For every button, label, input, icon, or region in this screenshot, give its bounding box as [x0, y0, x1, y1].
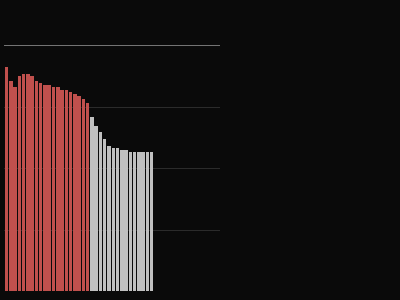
Bar — [69, 92, 72, 291]
Bar — [35, 81, 38, 291]
Bar — [129, 152, 132, 291]
Bar — [103, 139, 106, 291]
Bar — [9, 81, 12, 291]
Bar — [77, 96, 81, 291]
Bar — [82, 99, 85, 291]
Bar — [22, 74, 25, 291]
Bar — [52, 88, 55, 291]
Bar — [107, 146, 111, 291]
Bar — [30, 76, 34, 291]
Bar — [99, 132, 102, 291]
Bar — [116, 148, 119, 291]
Bar — [5, 68, 8, 291]
Bar — [150, 152, 154, 291]
Bar — [133, 152, 136, 291]
Bar — [94, 125, 98, 291]
Bar — [146, 152, 149, 291]
Bar — [13, 88, 17, 291]
Bar — [112, 148, 115, 291]
Bar — [86, 103, 90, 291]
Bar — [48, 85, 51, 291]
Bar — [142, 152, 145, 291]
Bar — [90, 117, 94, 291]
Bar — [120, 150, 124, 291]
Bar — [64, 90, 68, 291]
Bar — [26, 74, 30, 291]
Bar — [124, 150, 128, 291]
Bar — [56, 88, 60, 291]
Bar — [18, 76, 21, 291]
Bar — [73, 94, 77, 291]
Bar — [43, 85, 47, 291]
Bar — [39, 83, 42, 291]
Bar — [137, 152, 141, 291]
Bar — [60, 90, 64, 291]
